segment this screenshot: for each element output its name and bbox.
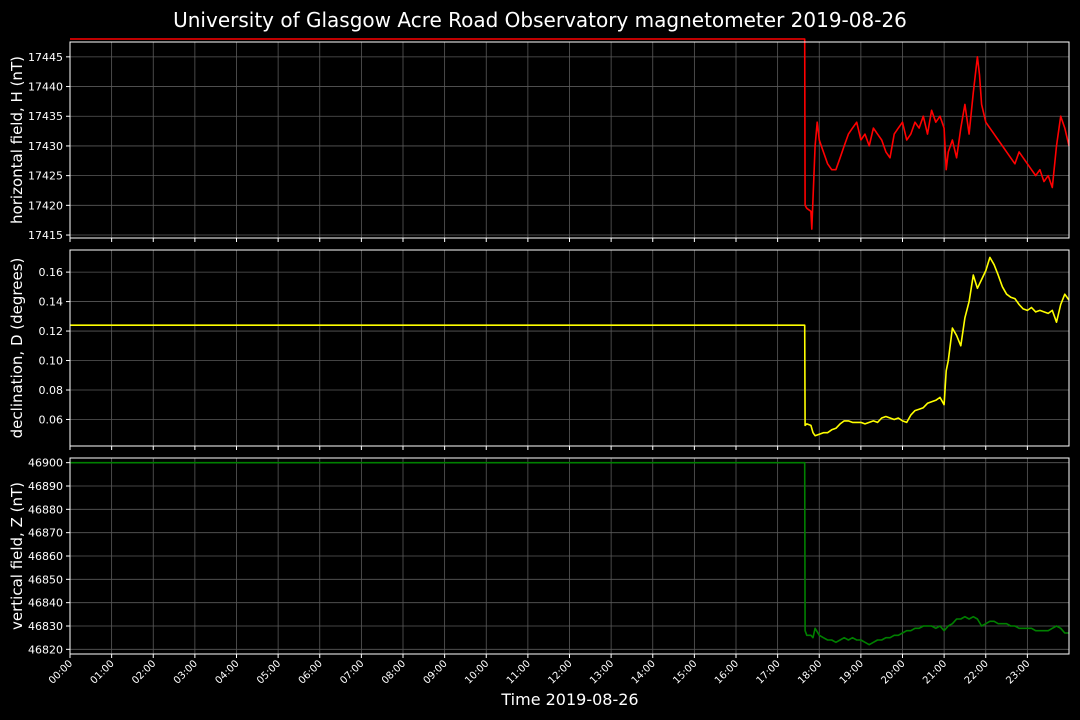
- y-tick-label: 46820: [28, 643, 63, 656]
- y-tick-label: 0.14: [39, 296, 64, 309]
- y-tick-label: 0.16: [39, 266, 64, 279]
- y-tick-label: 17440: [28, 81, 63, 94]
- x-tick-label: 06:00: [297, 658, 325, 686]
- y-axis-label: horizontal field, H (nT): [8, 56, 26, 224]
- x-tick-label: 15:00: [671, 658, 699, 686]
- series-line-panel-2: [70, 256, 1070, 437]
- y-tick-label: 46900: [28, 457, 63, 470]
- y-tick-label: 0.08: [39, 384, 64, 397]
- y-tick-label: 17445: [28, 51, 63, 64]
- x-tick-label: 00:00: [47, 658, 75, 686]
- x-tick-label: 11:00: [505, 658, 533, 686]
- x-tick-label: 09:00: [422, 658, 450, 686]
- x-tick-label: 10:00: [463, 658, 491, 686]
- y-tick-label: 17430: [28, 140, 63, 153]
- series-line-panel-3: [70, 461, 1069, 646]
- x-tick-label: 20:00: [879, 658, 907, 686]
- x-tick-label: 04:00: [213, 658, 241, 686]
- chart-title: University of Glasgow Acre Road Observat…: [173, 8, 907, 32]
- x-tick-label: 05:00: [255, 658, 283, 686]
- x-tick-label: 13:00: [588, 658, 616, 686]
- y-axis-label: declination, D (degrees): [8, 258, 26, 439]
- y-tick-label: 0.12: [39, 325, 64, 338]
- y-tick-label: 46860: [28, 550, 63, 563]
- axes-frame: [69, 41, 1070, 239]
- y-tick-label: 46850: [28, 573, 63, 586]
- x-tick-label: 17:00: [755, 658, 783, 686]
- y-tick-label: 17425: [28, 170, 63, 183]
- x-tick-label: 08:00: [380, 658, 408, 686]
- x-tick-label: 19:00: [838, 658, 866, 686]
- x-tick-label: 23:00: [1004, 658, 1032, 686]
- x-tick-label: 16:00: [713, 658, 741, 686]
- x-tick-label: 12:00: [546, 658, 574, 686]
- x-tick-label: 03:00: [172, 658, 200, 686]
- x-axis-label: Time 2019-08-26: [501, 690, 639, 709]
- y-tick-label: 46870: [28, 527, 63, 540]
- y-tick-label: 46830: [28, 620, 63, 633]
- y-axis-label: vertical field, Z (nT): [8, 482, 26, 630]
- y-tick-label: 0.10: [39, 355, 64, 368]
- x-tick-label: 21:00: [921, 658, 949, 686]
- y-tick-label: 17415: [28, 229, 63, 242]
- axes-frame: [69, 457, 1070, 655]
- x-tick-label: 22:00: [963, 658, 991, 686]
- series-line-panel-1: [70, 38, 1070, 230]
- x-tick-label: 14:00: [630, 658, 658, 686]
- y-tick-label: 0.06: [39, 413, 64, 426]
- x-tick-label: 02:00: [130, 658, 158, 686]
- y-tick-label: 46880: [28, 503, 63, 516]
- x-tick-label: 18:00: [796, 658, 824, 686]
- x-tick-label: 01:00: [89, 658, 117, 686]
- y-tick-label: 46890: [28, 480, 63, 493]
- y-tick-label: 17420: [28, 199, 63, 212]
- y-tick-label: 17435: [28, 110, 63, 123]
- axes-frame: [69, 249, 1070, 447]
- x-tick-label: 07:00: [338, 658, 366, 686]
- y-tick-label: 46840: [28, 597, 63, 610]
